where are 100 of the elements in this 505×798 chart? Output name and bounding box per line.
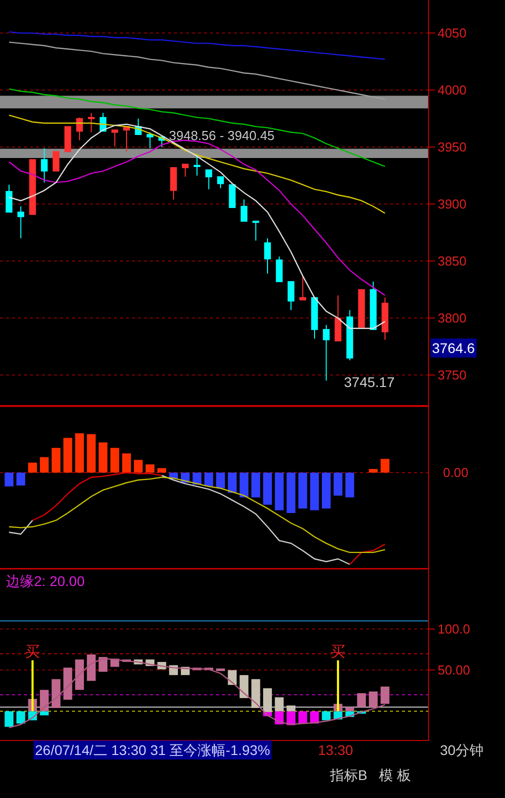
candlestick [299, 275, 306, 300]
bar [286, 705, 296, 712]
bar [286, 711, 296, 726]
line-series [8, 42, 386, 100]
candlestick [52, 151, 60, 172]
candlestick [311, 297, 318, 340]
text: 30分钟 [440, 742, 484, 758]
bar [322, 711, 331, 720]
bar [4, 472, 14, 486]
data-label: 买 [25, 643, 40, 660]
bar [345, 472, 354, 498]
band-label: 3948.56 - 3940.45 [169, 128, 275, 143]
annotation: 3745.17 [344, 374, 395, 390]
bar [380, 686, 390, 704]
y-tick-label: 50.00 [438, 662, 470, 678]
candlestick [334, 294, 342, 342]
candlestick [6, 184, 12, 213]
candlestick [382, 297, 388, 340]
data-label: 买 [330, 643, 346, 660]
bar [63, 438, 72, 473]
bar [216, 668, 225, 672]
candlestick [76, 116, 83, 141]
bar [146, 464, 154, 473]
bar [334, 472, 342, 496]
bar [75, 659, 84, 690]
bar [263, 472, 272, 505]
bar [216, 472, 225, 488]
line-series [8, 31, 386, 60]
bar [251, 679, 260, 708]
candlestick [276, 256, 283, 282]
bar [310, 472, 319, 510]
bar [240, 675, 248, 698]
y-tick-label: 4000 [438, 82, 467, 98]
annotation: 边缘2: 20.00 [6, 573, 85, 589]
bar [40, 711, 49, 716]
bar [4, 711, 14, 727]
text: 指标B [329, 767, 368, 783]
bar [122, 453, 131, 473]
bar [75, 433, 84, 473]
candlestick [228, 184, 236, 208]
bar [86, 654, 96, 681]
bar [40, 457, 49, 473]
y-tick-label: 100.0 [438, 622, 470, 637]
y-tick-label: 4050 [438, 26, 467, 41]
bar [298, 711, 308, 724]
bar [345, 707, 354, 712]
bar [86, 434, 96, 473]
bar [368, 469, 378, 473]
bar [263, 688, 272, 712]
candlestick [205, 169, 212, 190]
candlestick [264, 238, 271, 274]
bar [357, 693, 366, 708]
y-tick-label: 3750 [438, 368, 467, 383]
candlestick [40, 148, 48, 183]
text: 13:30 [318, 742, 354, 758]
bar [286, 472, 296, 514]
bar [134, 460, 143, 473]
candlestick [64, 126, 72, 152]
bar [192, 472, 202, 485]
y-tick-label: 3900 [438, 196, 467, 212]
candlestick [17, 206, 24, 239]
bar [28, 462, 37, 473]
bar [322, 472, 331, 508]
bar [274, 697, 284, 712]
bar [251, 472, 260, 498]
candlestick [29, 159, 36, 215]
candlestick [123, 126, 130, 152]
bar [31, 660, 34, 712]
candlestick [182, 164, 189, 178]
bar [52, 679, 60, 708]
y-tick-label: 3950 [438, 140, 467, 155]
line-series [8, 88, 386, 168]
bar [310, 711, 319, 724]
bar [52, 448, 60, 473]
candlestick [322, 324, 330, 382]
y-tick-label: 3850 [438, 254, 467, 269]
bar [110, 448, 120, 473]
bar [98, 657, 108, 672]
bar [16, 472, 26, 486]
bar [98, 442, 108, 473]
candlestick [370, 281, 377, 330]
candlestick [111, 129, 118, 146]
bar [274, 472, 284, 510]
y-tick-label: 3800 [438, 310, 467, 326]
text: 3764.6 [432, 340, 476, 356]
candlestick [88, 112, 95, 133]
text: 模 板 [379, 767, 411, 783]
bar [240, 472, 248, 498]
candlestick [240, 199, 248, 222]
line-series [8, 124, 386, 329]
candlestick [217, 176, 224, 189]
bar [16, 711, 26, 724]
bar [63, 668, 72, 700]
candlestick [194, 154, 200, 176]
bar [204, 472, 214, 486]
candlestick [170, 167, 177, 200]
candlestick [288, 281, 294, 311]
candlestick [358, 289, 365, 328]
bar [298, 472, 308, 508]
bar [157, 468, 166, 473]
